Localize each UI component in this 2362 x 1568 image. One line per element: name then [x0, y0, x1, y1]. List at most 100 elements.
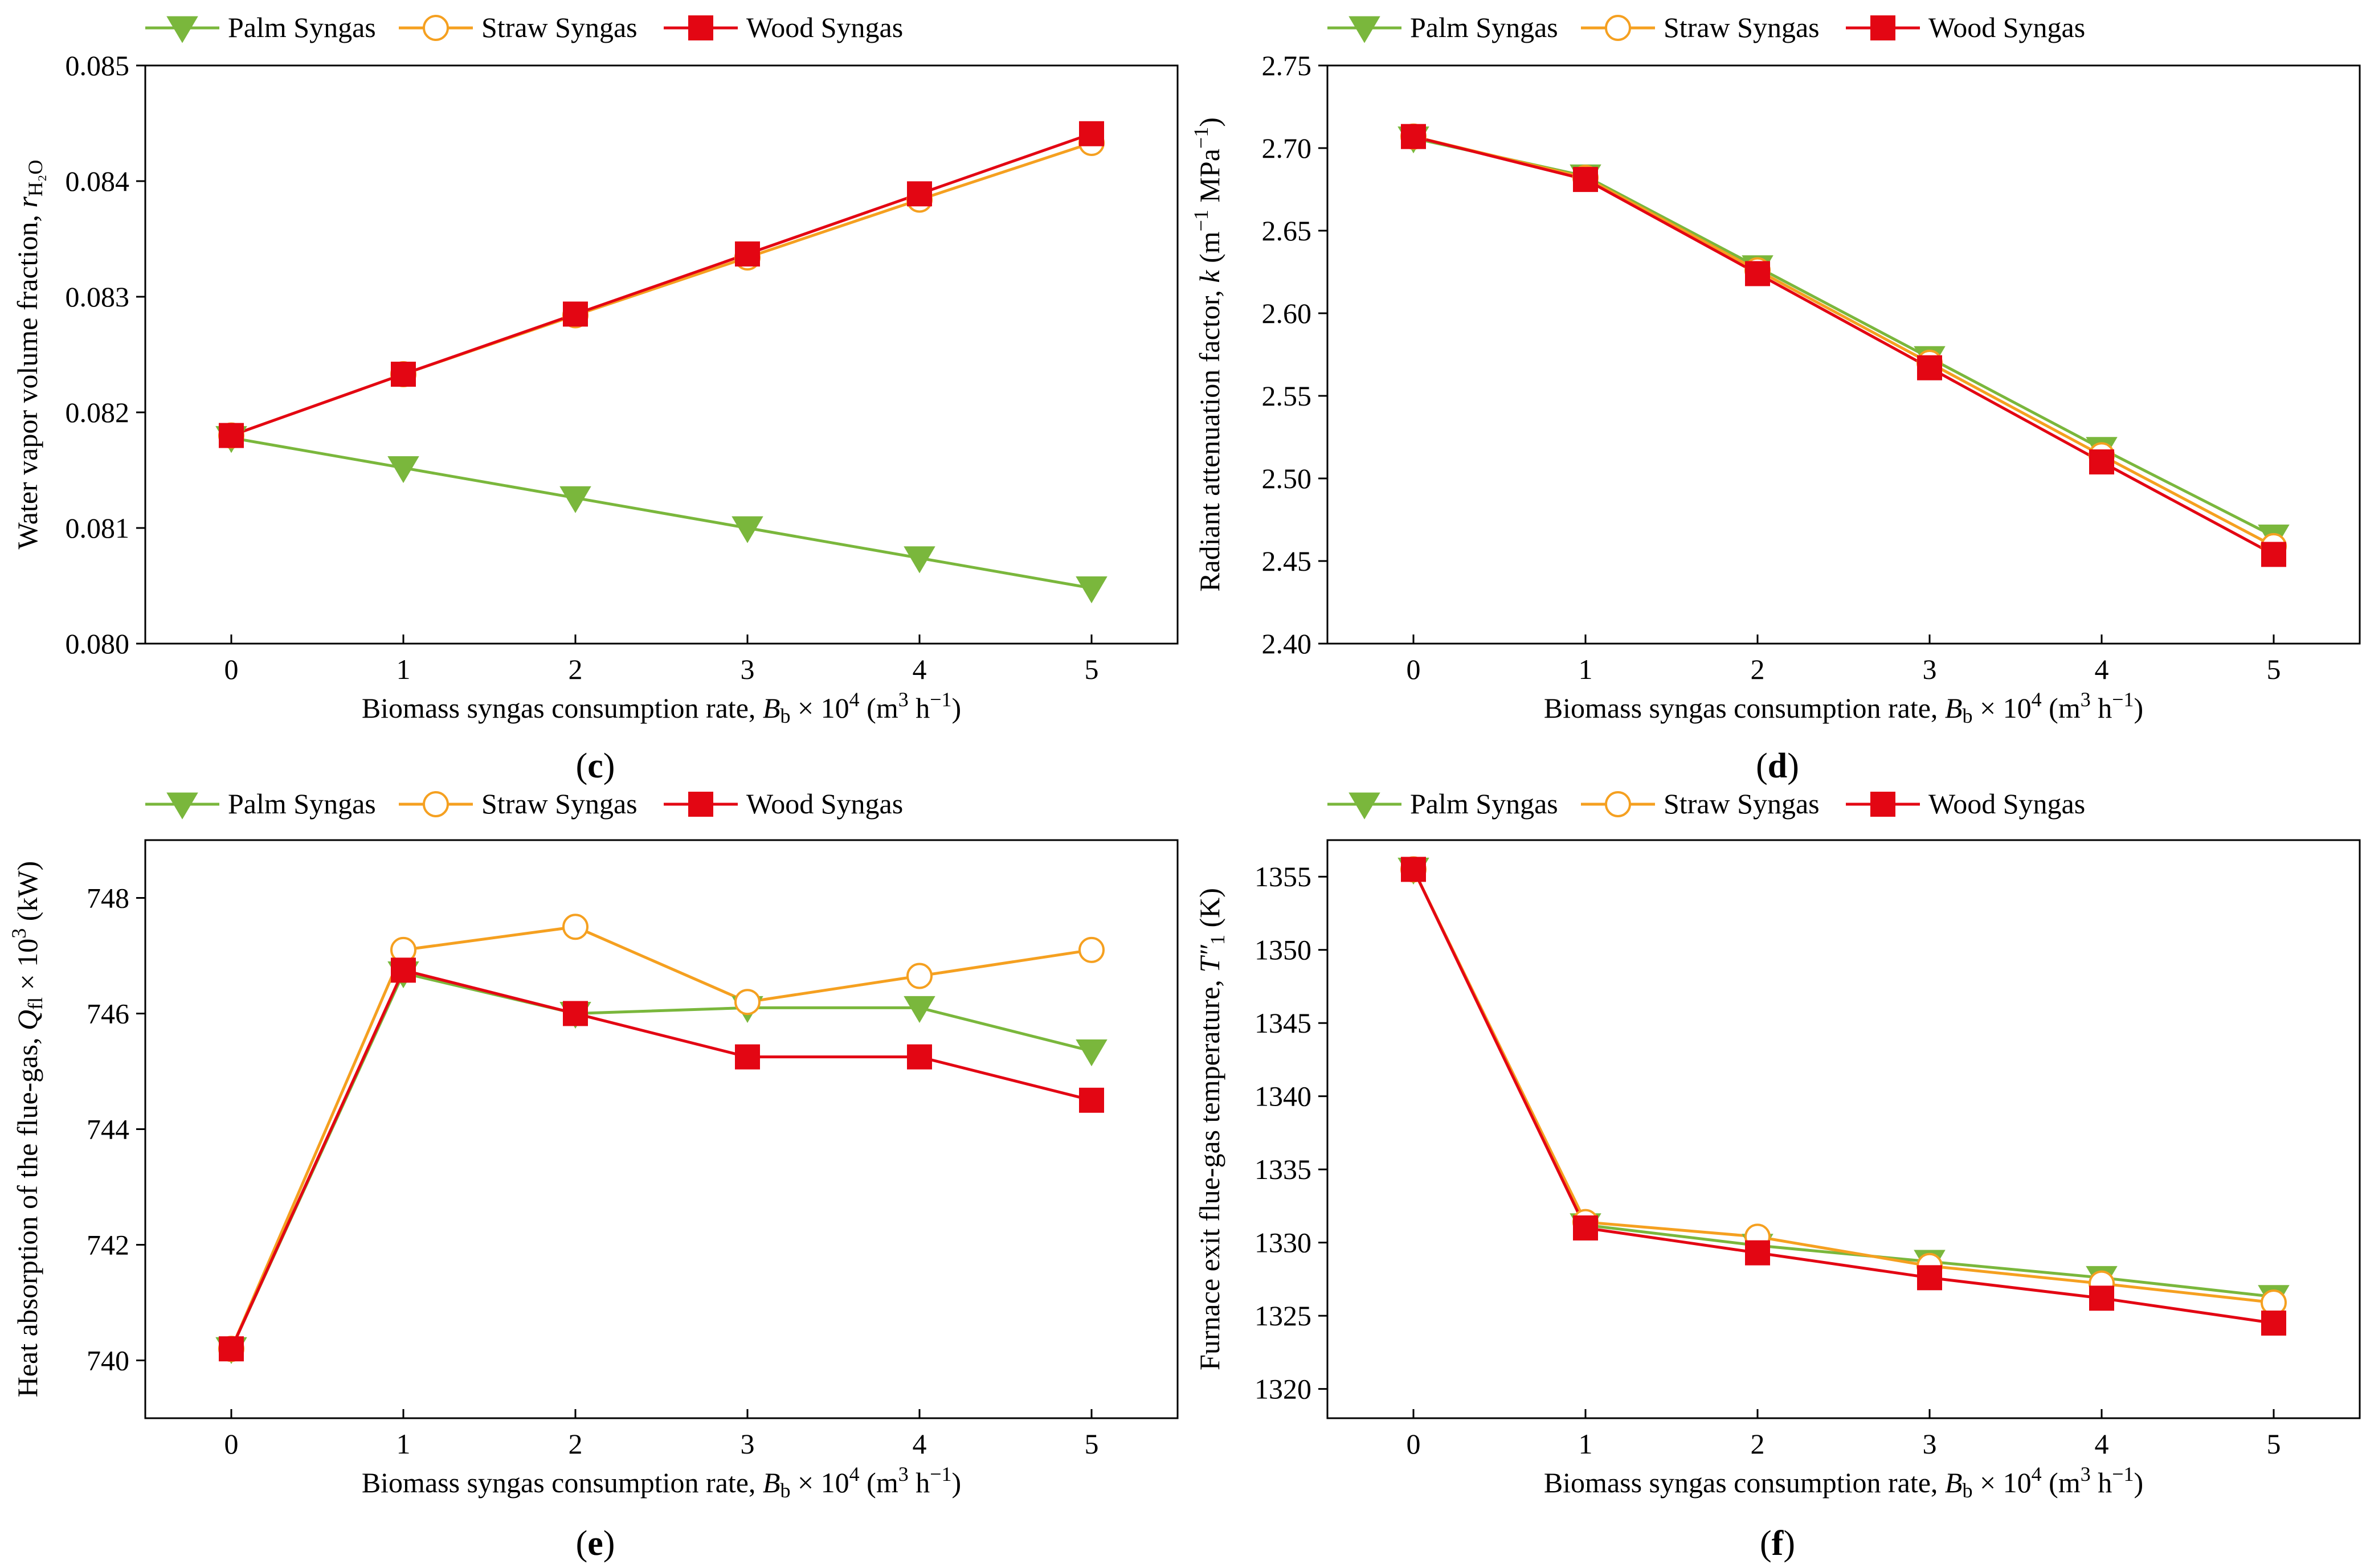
legend-label: Wood Syngas [1928, 11, 2085, 43]
x-axis-label: Biomass syngas consumption rate, Bb × 10… [1544, 1463, 2143, 1502]
y-tick-label: 746 [87, 998, 129, 1030]
x-tick-label: 1 [397, 1428, 411, 1460]
data-point-palm-syngas [1076, 1039, 1108, 1067]
legend-label: Palm Syngas [228, 11, 376, 43]
x-axis-label: Biomass syngas consumption rate, Bb × 10… [1544, 688, 2143, 727]
y-tick-label: 1320 [1254, 1373, 1311, 1405]
panel-label-close: ) [1783, 1524, 1795, 1563]
y-tick-label: 2.65 [1262, 215, 1312, 247]
y-axis-label: Furnace exit flue-gas temperature, T″1 (… [1194, 888, 1229, 1370]
y-tick-label: 0.082 [66, 396, 130, 428]
x-axis-label-unit-exp: 3 [2081, 688, 2091, 711]
x-tick-label: 5 [1085, 1428, 1099, 1460]
data-point-wood-syngas [1745, 1240, 1770, 1266]
data-point-wood-syngas [2261, 1310, 2286, 1336]
legend-item-palm-syngas: Palm Syngas [1327, 788, 1558, 820]
y-tick-label: 1345 [1254, 1007, 1311, 1039]
y-axis-label: Radiant attenuation factor, k (m−1 MPa−1… [1190, 117, 1225, 592]
y-axis-label-superscript: 3 [7, 928, 30, 939]
data-point-straw-syngas [734, 989, 761, 1016]
data-point-palm-syngas [559, 486, 591, 513]
legend-swatch-marker [688, 15, 713, 40]
data-point-wood-syngas [735, 1044, 760, 1070]
x-axis-label-subscript: b [1962, 705, 1972, 727]
legend-item-wood-syngas: Wood Syngas [1846, 788, 2085, 820]
x-axis-label-unit-2: h [2091, 1467, 2112, 1499]
x-axis-label-variable: B [763, 1467, 780, 1499]
y-tick-label: 742 [87, 1229, 129, 1261]
y-tick-label: 2.75 [1262, 50, 1312, 81]
x-axis-label-subscript: b [780, 1479, 790, 1502]
series-line-palm-syngas [231, 436, 1092, 590]
x-axis-label-multiplier: × 10 [790, 692, 849, 724]
x-axis-label-text: Biomass syngas consumption rate, [1544, 1467, 1945, 1499]
x-tick-label: 3 [741, 653, 755, 685]
series-line-wood-syngas [1413, 135, 2275, 556]
legend-item-straw-syngas: Straw Syngas [399, 788, 638, 820]
y-tick-label: 0.080 [66, 628, 130, 660]
x-axis-label-superscript: 4 [2032, 688, 2042, 711]
x-axis-label-unit: (m [2042, 1467, 2081, 1499]
y-tick-label: 2.55 [1262, 380, 1312, 412]
panel-label: (d) [1756, 747, 1799, 785]
panel-f: 0 1 2 3 4 513201325133013351340134513501355Bi… [1194, 788, 2361, 1563]
y-axis-label-unit: (K) [1194, 888, 1225, 935]
x-axis-label-superscript: 4 [849, 688, 860, 711]
y-tick-label: 740 [87, 1345, 129, 1377]
legend-swatch-marker [1870, 792, 1895, 817]
data-point-wood-syngas [1917, 1265, 1942, 1291]
data-point-wood-syngas [563, 301, 588, 327]
panel-label-letter: f [1772, 1524, 1784, 1563]
y-tick-label: 0.085 [66, 50, 130, 81]
x-axis-label-subscript: b [1962, 1479, 1972, 1502]
legend-swatch-marker [1605, 791, 1631, 817]
x-tick-label: 3 [741, 1428, 755, 1460]
legend-item-wood-syngas: Wood Syngas [664, 11, 903, 43]
legend-label: Straw Syngas [481, 11, 638, 43]
panel-label-letter: d [1768, 747, 1787, 785]
panel-label-letter: c [587, 747, 603, 785]
x-tick-label: 4 [913, 1428, 927, 1460]
data-point-palm-syngas [904, 546, 935, 574]
x-axis-label-text: Biomass syngas consumption rate, [362, 692, 763, 724]
x-axis-label-unit: (m [860, 1467, 898, 1499]
x-axis-label-unit-close: ) [952, 692, 962, 724]
data-point-straw-syngas [1078, 936, 1105, 963]
x-tick-label: 3 [1923, 653, 1937, 685]
x-tick-label: 1 [1579, 653, 1593, 685]
legend-label: Wood Syngas [746, 788, 903, 820]
legend-label: Palm Syngas [228, 788, 376, 820]
y-tick-label: 748 [87, 882, 129, 914]
x-axis-label-text: Biomass syngas consumption rate, [362, 1467, 763, 1499]
y-tick-label: 0.084 [66, 165, 130, 197]
x-tick-label: 5 [2267, 1428, 2281, 1460]
x-tick-label: 2 [569, 653, 583, 685]
x-axis-label-unit: (m [860, 692, 898, 724]
data-point-straw-syngas [906, 963, 933, 989]
data-point-palm-syngas [904, 996, 935, 1024]
data-point-palm-syngas [1076, 576, 1108, 604]
legend-item-palm-syngas: Palm Syngas [1327, 11, 1558, 43]
x-axis-label-unit-2: h [909, 692, 930, 724]
legend-label: Wood Syngas [746, 11, 903, 43]
x-tick-label: 1 [397, 653, 411, 685]
x-tick-label: 0 [1407, 1428, 1421, 1460]
legend-swatch-marker [1348, 792, 1380, 820]
series-line-palm-syngas [230, 971, 1092, 1350]
x-axis-label-unit-exp: 3 [898, 688, 909, 711]
x-tick-label: 2 [1751, 653, 1765, 685]
y-tick-label: 2.45 [1262, 545, 1312, 577]
y-axis-label-text: Furnace exit flue-gas temperature, [1194, 973, 1225, 1370]
series-line-straw-syngas [1412, 869, 2274, 1304]
x-axis-label-subscript: b [780, 705, 790, 727]
panel-d: 0 1 2 3 4 52.402.452.502.552.602.652.702.75Bi… [1190, 11, 2361, 785]
legend-swatch-marker [166, 792, 198, 820]
legend-swatch-marker [166, 16, 198, 43]
series-line-wood-syngas [230, 968, 1092, 1350]
y-axis-label-unit-exp-2: −1 [1190, 127, 1212, 149]
legend-item-palm-syngas: Palm Syngas [145, 788, 376, 820]
y-axis-label-unit-2: MPa [1194, 149, 1225, 210]
data-point-wood-syngas [735, 241, 760, 267]
